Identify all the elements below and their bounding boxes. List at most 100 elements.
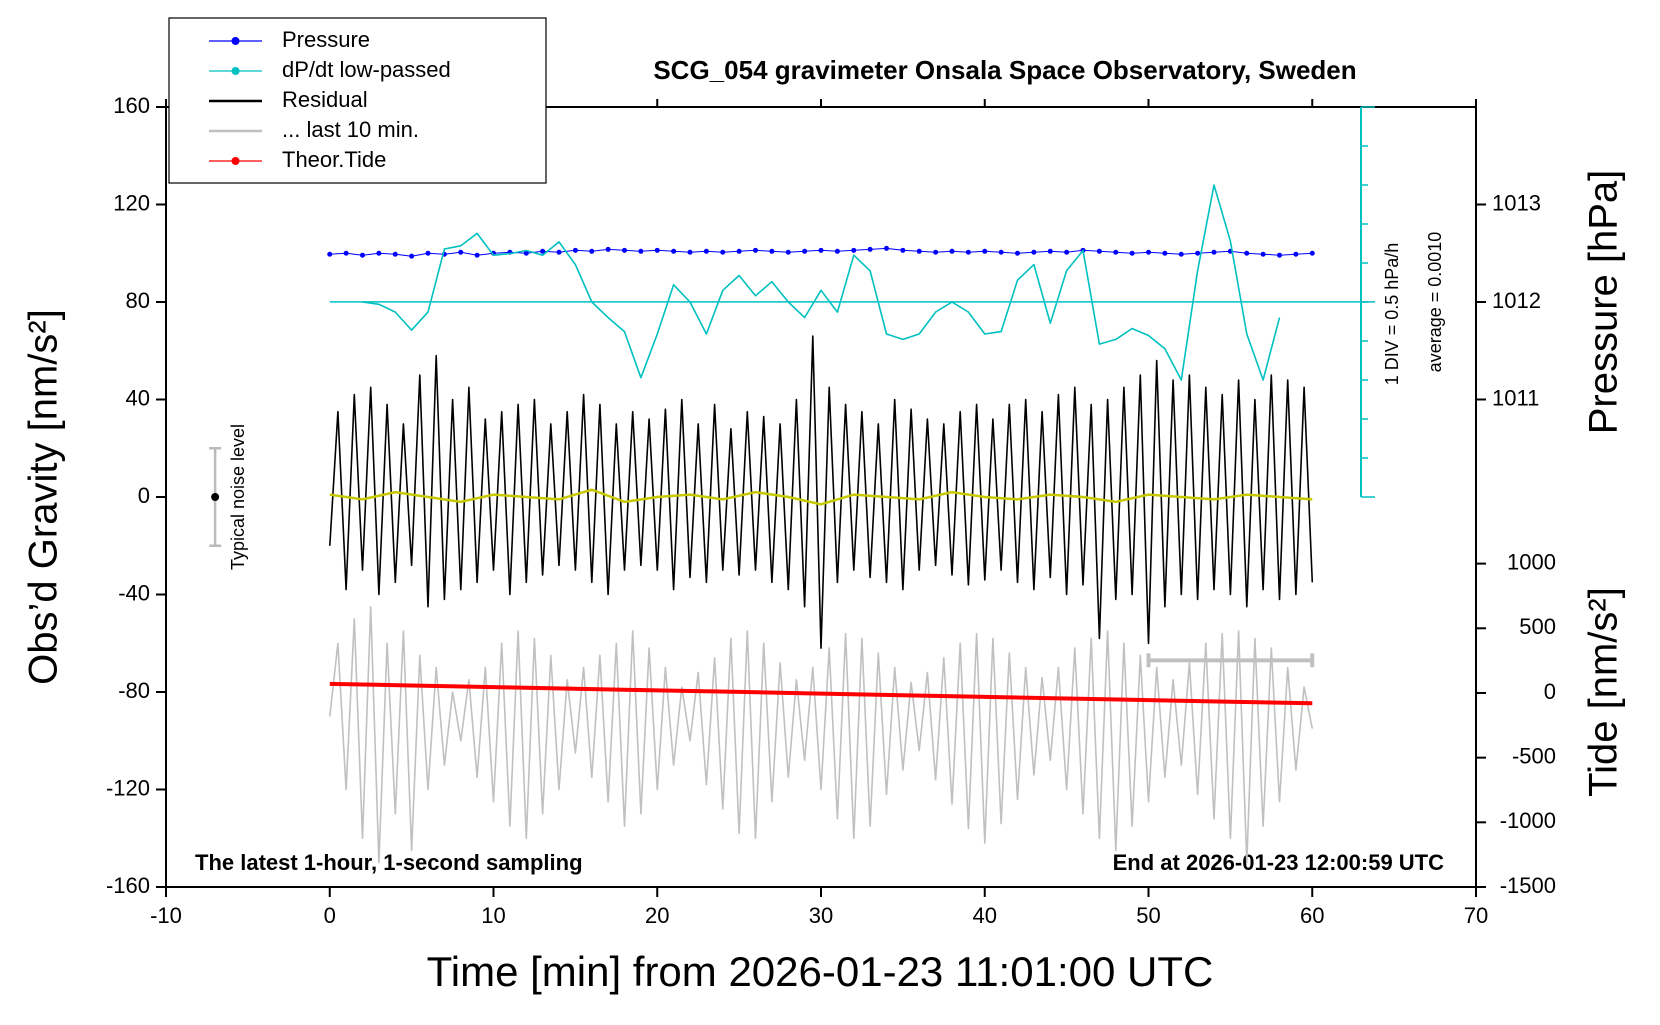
pressure-point [900, 247, 906, 253]
pressure-point [392, 251, 398, 257]
pressure-point [834, 248, 840, 254]
pressure-point [982, 248, 988, 254]
pressure-point [360, 252, 365, 258]
y3-tick-label: -1500 [1500, 873, 1556, 898]
pressure-point [1047, 248, 1053, 254]
y-tick-label: -120 [106, 775, 150, 800]
noise-label: Typical noise level [228, 424, 248, 570]
x-tick-label: 60 [1300, 903, 1324, 928]
tide-axis-label: Tide [nm/s²] [1582, 587, 1626, 797]
pressure-point [654, 247, 660, 253]
y3-tick-label: -1000 [1500, 808, 1556, 833]
pressure-point [589, 248, 595, 254]
y3-tick-label: 1000 [1507, 549, 1556, 574]
pressure-point [1146, 249, 1151, 255]
y3-tick-label: -500 [1512, 743, 1556, 768]
x-tick-label: -10 [150, 903, 182, 928]
legend-label: Pressure [282, 27, 370, 52]
pressure-point [523, 250, 529, 256]
x-tick-label: 70 [1464, 903, 1488, 928]
legend: Pressure dP/dt low-passed Residual ... last… [168, 17, 547, 184]
pressure-point [458, 249, 464, 255]
pressure-point [949, 248, 955, 254]
series-line [362, 184, 1281, 381]
pressure-point [867, 246, 873, 252]
x-tick-label: 40 [973, 903, 997, 928]
chart-title: SCG_054 gravimeter Onsala Space Observat… [653, 55, 1356, 85]
pressure-point [1162, 250, 1168, 256]
x-tick-label: 0 [324, 903, 336, 928]
pressure-point [802, 248, 808, 254]
legend-label: dP/dt low-passed [282, 57, 451, 82]
pressure-point [884, 245, 889, 251]
pressure-point [1015, 250, 1020, 256]
pressure-point [1293, 251, 1299, 257]
pressure-point [736, 248, 742, 254]
y-tick-label: 0 [138, 483, 150, 508]
y3-tick-label: 500 [1519, 614, 1556, 639]
legend-marker [231, 37, 240, 45]
pressure-point [1195, 250, 1201, 256]
noise-point [211, 493, 220, 501]
dpdt-scale-label: 1 DIV = 0.5 hPa/h [1382, 243, 1402, 386]
y-tick-label: 120 [113, 190, 150, 215]
pressure-point [622, 247, 627, 253]
y-tick-label: 40 [126, 385, 150, 410]
pressure-point [1113, 249, 1119, 255]
pressure-axis-label: Pressure [hPa] [1582, 170, 1626, 435]
x-tick-label: 10 [481, 903, 505, 928]
pressure-point [1096, 248, 1102, 254]
pressure-point [1064, 249, 1070, 255]
pressure-point [785, 249, 791, 255]
pressure-point [851, 247, 857, 253]
y-axis-label: Obs’d Gravity [nm/s²] [22, 309, 66, 685]
pressure-point [1260, 251, 1266, 257]
pressure-point [474, 252, 480, 258]
x-tick-label: 50 [1136, 903, 1160, 928]
y2-tick-label: 1012 [1492, 288, 1541, 313]
legend-marker [231, 157, 240, 165]
pressure-point [818, 247, 824, 253]
legend-label: Theor.Tide [282, 147, 386, 172]
x-tick-label: 30 [809, 903, 833, 928]
pressure-point [327, 251, 333, 257]
legend-marker [231, 67, 240, 75]
pressure-point [1129, 250, 1135, 256]
pressure-point [965, 249, 971, 255]
pressure-point [753, 247, 758, 253]
pressure-point [572, 247, 578, 253]
smoothed-line [329, 488, 1313, 506]
y-tick-label: 160 [113, 93, 150, 118]
y2-tick-label: 1013 [1492, 190, 1541, 215]
series-line [329, 335, 1314, 649]
y3-tick-label: 0 [1544, 679, 1556, 704]
y2-tick-label: 1011 [1492, 385, 1539, 410]
pressure-point [556, 249, 562, 255]
series-line [329, 681, 1313, 706]
note: The latest 1-hour, 1-second sampling [195, 850, 583, 875]
pressure-point [703, 248, 709, 254]
pressure-point [376, 250, 382, 256]
pressure-point [409, 253, 415, 259]
y-tick-label: -40 [118, 580, 150, 605]
note: End at 2026-01-23 12:00:59 UTC [1113, 850, 1444, 875]
y-tick-label: -80 [118, 678, 150, 703]
pressure-point [1031, 249, 1037, 255]
pressure-point [638, 248, 644, 254]
legend-label: Residual [282, 87, 368, 112]
pressure-point [769, 248, 775, 254]
dpdt-average-label: average = 0.0010 [1425, 232, 1445, 373]
y-tick-label: -160 [106, 873, 150, 898]
legend-label: ... last 10 min. [282, 117, 419, 142]
pressure-point [916, 248, 922, 254]
pressure-point [1178, 251, 1184, 257]
x-axis-label: Time [min] from 2026-01-23 11:01:00 UTC [427, 948, 1214, 995]
pressure-point [425, 250, 431, 256]
series-line [329, 605, 1314, 864]
pressure-point [540, 248, 546, 254]
x-tick-label: 20 [645, 903, 669, 928]
pressure-point [1244, 250, 1250, 256]
y-tick-label: 80 [126, 288, 150, 313]
